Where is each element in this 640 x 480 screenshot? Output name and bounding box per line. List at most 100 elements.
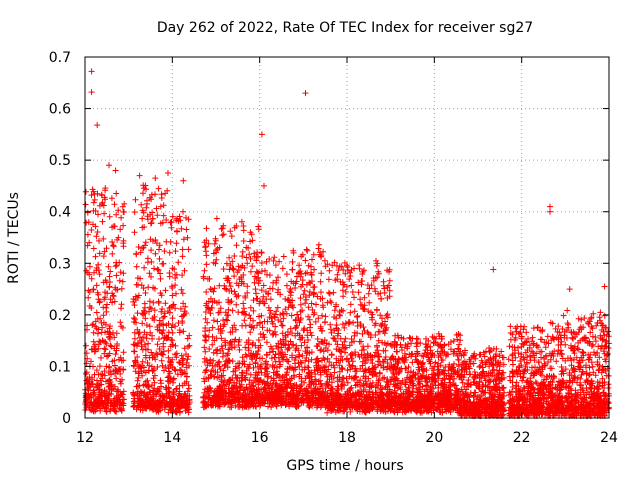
data-point-marker [228,298,235,305]
data-point-marker [349,289,356,295]
data-point-marker [269,285,276,292]
data-point-marker [113,262,120,269]
data-point-marker [109,250,116,257]
data-point-marker [255,223,262,230]
data-point-marker [152,175,159,182]
data-points [82,68,612,419]
data-point-marker [169,329,176,336]
data-point-marker [175,259,182,266]
data-point-marker [106,213,113,220]
data-point-marker [108,195,115,202]
data-point-marker [289,258,296,265]
data-point-marker [145,340,152,347]
data-point-marker [97,407,104,414]
data-point-marker [438,357,445,364]
data-point-marker [95,326,102,333]
data-point-marker [112,263,119,270]
data-point-marker [155,185,162,192]
data-point-marker [92,208,99,214]
data-point-marker [160,260,167,267]
data-point-marker [166,249,173,256]
data-point-marker [239,248,246,255]
data-point-marker [298,342,305,349]
data-point-marker [120,270,127,277]
data-point-marker [456,341,463,348]
data-point-marker [142,304,148,311]
data-point-marker [98,371,104,377]
data-point-marker [185,246,192,253]
data-point-marker [96,271,103,278]
data-point-marker [101,372,108,379]
data-point-marker [150,299,157,306]
data-point-marker [297,301,304,308]
data-point-marker [314,336,321,342]
data-point-marker [520,374,527,381]
data-point-marker [133,250,140,257]
data-point-marker [243,254,250,261]
data-point-marker [103,245,110,252]
data-point-marker [168,224,175,231]
data-point-marker [162,300,169,307]
data-point-marker [464,380,471,387]
data-point-marker [109,358,116,365]
data-point-marker [88,227,95,233]
data-point-marker [85,404,92,411]
data-point-marker [555,323,562,330]
data-point-marker [376,354,383,360]
data-point-marker [98,191,105,198]
data-point-marker [247,329,254,336]
data-point-marker [211,240,218,247]
data-point-marker [322,313,329,320]
data-point-marker [283,271,290,278]
data-point-marker [159,362,166,369]
data-point-marker [101,194,108,201]
data-point-marker [302,257,309,264]
data-point-marker [172,282,179,289]
data-point-marker [154,212,161,219]
data-point-marker [109,299,116,306]
data-point-marker [140,190,146,197]
data-point-marker [92,223,99,230]
data-point-marker [115,207,122,214]
data-point-marker [139,215,146,222]
data-point-marker [220,266,227,272]
data-point-marker [131,335,138,342]
data-point-marker [327,326,334,333]
data-point-marker [120,388,127,395]
data-point-marker [156,246,162,253]
data-point-marker [116,277,123,284]
data-point-marker [146,323,153,330]
data-point-marker [151,307,158,314]
data-point-marker [280,310,287,317]
data-point-marker [120,237,127,244]
data-point-marker [119,376,125,383]
data-point-marker [113,190,120,197]
data-point-marker [517,358,524,364]
data-point-marker [342,320,349,327]
data-point-marker [214,346,221,353]
data-point-marker [226,266,233,273]
data-point-marker [160,202,167,209]
data-point-marker [89,186,96,193]
data-point-marker [114,341,121,347]
data-point-marker [339,321,346,328]
data-point-marker [297,308,304,315]
data-point-marker [299,307,306,314]
data-point-marker [406,334,413,341]
data-point-marker [255,337,262,343]
data-point-marker [93,309,100,316]
data-point-marker [131,348,137,355]
data-point-marker [144,213,151,220]
data-point-marker [236,346,243,353]
data-point-marker [86,263,93,270]
data-point-marker [108,371,114,378]
data-point-marker [117,269,124,276]
data-point-marker [167,239,174,245]
data-point-marker [287,325,294,332]
data-point-marker [364,343,371,350]
data-point-marker [113,211,120,218]
data-point-marker [103,363,110,370]
data-point-marker [317,278,324,285]
data-point-marker [102,346,109,353]
